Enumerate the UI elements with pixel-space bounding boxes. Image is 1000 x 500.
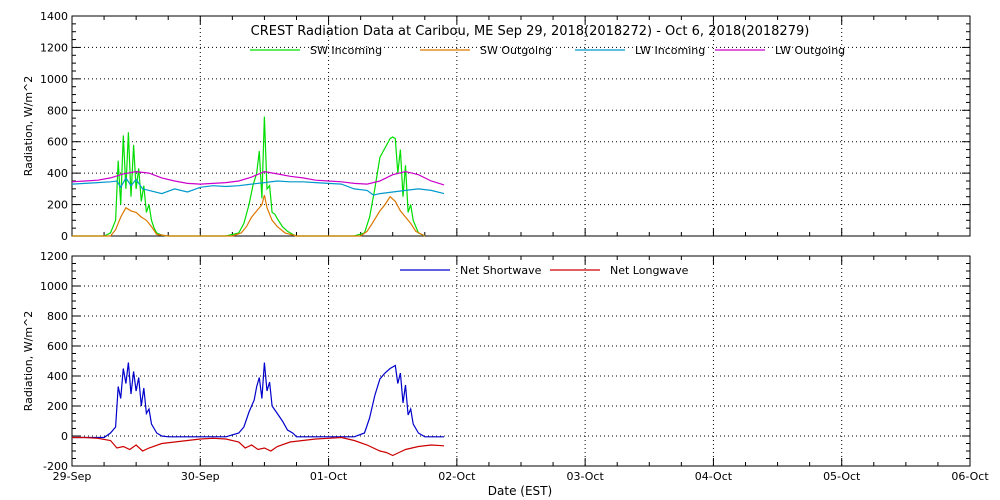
top-ytick-label: 1200 <box>40 41 68 54</box>
top-plot-frame <box>71 15 971 237</box>
bottom-ytick-label: 0 <box>61 430 68 443</box>
xtick-label: 30-Sep <box>181 470 220 483</box>
bottom-ytick-label: 1000 <box>40 280 68 293</box>
legend-label-sw-incoming: SW Incoming <box>310 44 382 57</box>
xtick-label: 06-Oct <box>951 470 989 483</box>
series-line-net-shortwave <box>72 362 444 439</box>
series-line-sw-incoming <box>72 116 426 237</box>
top-ytick-label: 800 <box>47 104 68 117</box>
series-line-lw-outgoing <box>71 170 445 186</box>
figure-title: CREST Radiation Data at Caribou, ME Sep … <box>251 24 810 39</box>
bottom-ytick-label: 1200 <box>40 250 68 263</box>
top-y-axis-label: Radiation, W/m^2 <box>22 76 35 177</box>
legend-label-sw-outgoing: SW Outgoing <box>480 44 552 57</box>
bottom-ytick-label: -200 <box>43 460 68 473</box>
xtick-label: 29-Sep <box>53 470 92 483</box>
xtick-label: 05-Oct <box>823 470 861 483</box>
bottom-ytick-label: 600 <box>47 340 68 353</box>
bottom-ytick-label: 400 <box>47 370 68 383</box>
top-ytick-label: 1400 <box>40 10 68 23</box>
top-ytick-label: 0 <box>61 230 68 243</box>
x-axis-label: Date (EST) <box>488 484 552 498</box>
bottom-y-axis-label: Radiation, W/m^2 <box>22 311 35 412</box>
series-line-lw-incoming <box>71 176 445 196</box>
legend-label-net-shortwave: Net Shortwave <box>460 264 542 277</box>
legend-label-net-longwave: Net Longwave <box>610 264 689 277</box>
series-line-sw-outgoing <box>72 194 426 237</box>
top-ytick-label: 600 <box>47 136 68 149</box>
xtick-label: 03-Oct <box>566 470 604 483</box>
xtick-label: 02-Oct <box>438 470 476 483</box>
bottom-ytick-label: 200 <box>47 400 68 413</box>
top-ytick-label: 200 <box>47 199 68 212</box>
legend-label-lw-incoming: LW Incoming <box>635 44 705 57</box>
top-panel: 0 200 400 600 800 1000 1200 1400 Radiation, W/m^… <box>22 10 971 243</box>
xtick-label: 01-Oct <box>310 470 348 483</box>
series-line-net-longwave <box>72 436 445 457</box>
bottom-plot-frame <box>71 255 971 467</box>
top-ytick-label: 400 <box>47 167 68 180</box>
legend-label-lw-outgoing: LW Outgoing <box>775 44 845 57</box>
xtick-label: 04-Oct <box>695 470 733 483</box>
bottom-ytick-label: 800 <box>47 310 68 323</box>
top-ytick-label: 1000 <box>40 73 68 86</box>
bottom-panel: -200 0 200 400 600 800 1000 1200 Radiation, W/m^… <box>22 250 989 483</box>
